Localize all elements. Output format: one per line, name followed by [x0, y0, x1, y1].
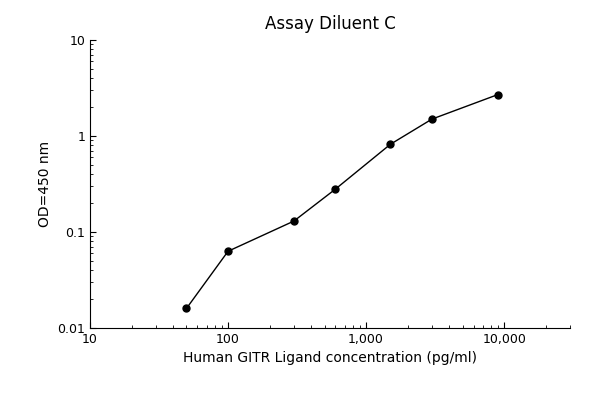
- Y-axis label: OD=450 nm: OD=450 nm: [38, 141, 52, 227]
- Title: Assay Diluent C: Assay Diluent C: [265, 15, 395, 33]
- X-axis label: Human GITR Ligand concentration (pg/ml): Human GITR Ligand concentration (pg/ml): [183, 352, 477, 366]
